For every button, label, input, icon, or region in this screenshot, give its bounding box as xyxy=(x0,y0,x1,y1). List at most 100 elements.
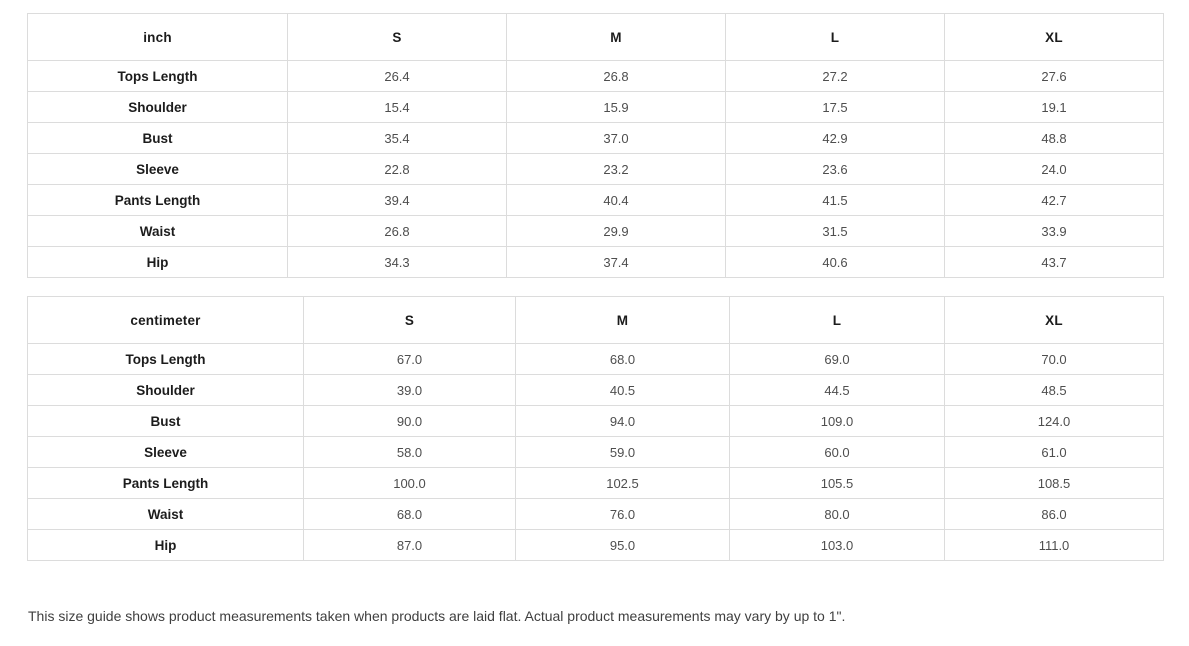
measurement-value-l: 17.5 xyxy=(725,91,945,123)
measurement-value-s: 35.4 xyxy=(287,122,507,154)
measurement-value-l: 60.0 xyxy=(729,436,945,468)
size-header-cell-m: M xyxy=(506,13,726,61)
size-chart-centimeter: centimeter S M L XL Tops Length 67.0 68.… xyxy=(27,296,1164,561)
unit-header-cell: inch xyxy=(27,13,288,61)
measurement-value-l: 27.2 xyxy=(725,60,945,92)
measurement-label: Shoulder xyxy=(27,374,304,406)
unit-header-cell: centimeter xyxy=(27,296,304,344)
measurement-value-xl: 42.7 xyxy=(944,184,1164,216)
measurement-value-l: 44.5 xyxy=(729,374,945,406)
size-guide-footnote: This size guide shows product measuremen… xyxy=(28,608,846,624)
measurement-label: Waist xyxy=(27,498,304,530)
measurement-value-l: 31.5 xyxy=(725,215,945,247)
measurement-label: Hip xyxy=(27,246,288,278)
measurement-value-m: 95.0 xyxy=(515,529,730,561)
size-header-cell-xl: XL xyxy=(944,296,1164,344)
measurement-value-s: 39.0 xyxy=(303,374,516,406)
measurement-value-s: 22.8 xyxy=(287,153,507,185)
measurement-value-s: 87.0 xyxy=(303,529,516,561)
table-row: Tops Length 67.0 68.0 69.0 70.0 xyxy=(27,343,1164,375)
table-row: Hip 34.3 37.4 40.6 43.7 xyxy=(27,246,1164,278)
measurement-label: Pants Length xyxy=(27,467,304,499)
size-chart-inch: inch S M L XL Tops Length 26.4 26.8 27.2… xyxy=(27,13,1164,278)
size-header-cell-xl: XL xyxy=(944,13,1164,61)
measurement-label: Pants Length xyxy=(27,184,288,216)
measurement-value-m: 94.0 xyxy=(515,405,730,437)
measurement-value-l: 109.0 xyxy=(729,405,945,437)
measurement-label: Sleeve xyxy=(27,436,304,468)
measurement-value-xl: 19.1 xyxy=(944,91,1164,123)
table-row: Shoulder 15.4 15.9 17.5 19.1 xyxy=(27,91,1164,123)
measurement-value-s: 15.4 xyxy=(287,91,507,123)
measurement-label: Tops Length xyxy=(27,60,288,92)
measurement-value-l: 105.5 xyxy=(729,467,945,499)
table-row: Waist 68.0 76.0 80.0 86.0 xyxy=(27,498,1164,530)
measurement-value-xl: 86.0 xyxy=(944,498,1164,530)
measurement-value-s: 68.0 xyxy=(303,498,516,530)
measurement-value-m: 15.9 xyxy=(506,91,726,123)
measurement-value-s: 26.8 xyxy=(287,215,507,247)
measurement-value-l: 42.9 xyxy=(725,122,945,154)
size-header-cell-s: S xyxy=(287,13,507,61)
measurement-value-l: 103.0 xyxy=(729,529,945,561)
measurement-value-m: 23.2 xyxy=(506,153,726,185)
measurement-value-m: 37.4 xyxy=(506,246,726,278)
size-header-cell-l: L xyxy=(725,13,945,61)
table-header-row: centimeter S M L XL xyxy=(27,296,1164,344)
measurement-label: Sleeve xyxy=(27,153,288,185)
measurement-value-m: 26.8 xyxy=(506,60,726,92)
measurement-value-xl: 24.0 xyxy=(944,153,1164,185)
measurement-label: Hip xyxy=(27,529,304,561)
measurement-value-m: 59.0 xyxy=(515,436,730,468)
measurement-value-s: 26.4 xyxy=(287,60,507,92)
table-row: Waist 26.8 29.9 31.5 33.9 xyxy=(27,215,1164,247)
measurement-value-m: 102.5 xyxy=(515,467,730,499)
measurement-value-m: 40.4 xyxy=(506,184,726,216)
measurement-value-s: 58.0 xyxy=(303,436,516,468)
measurement-value-s: 39.4 xyxy=(287,184,507,216)
measurement-value-l: 80.0 xyxy=(729,498,945,530)
measurement-value-xl: 108.5 xyxy=(944,467,1164,499)
measurement-value-s: 67.0 xyxy=(303,343,516,375)
size-header-cell-m: M xyxy=(515,296,730,344)
measurement-value-xl: 61.0 xyxy=(944,436,1164,468)
measurement-value-xl: 111.0 xyxy=(944,529,1164,561)
measurement-label: Shoulder xyxy=(27,91,288,123)
measurement-value-m: 76.0 xyxy=(515,498,730,530)
measurement-value-xl: 48.8 xyxy=(944,122,1164,154)
table-row: Sleeve 58.0 59.0 60.0 61.0 xyxy=(27,436,1164,468)
measurement-value-xl: 43.7 xyxy=(944,246,1164,278)
measurement-value-xl: 70.0 xyxy=(944,343,1164,375)
table-header-row: inch S M L XL xyxy=(27,13,1164,61)
table-row: Tops Length 26.4 26.8 27.2 27.6 xyxy=(27,60,1164,92)
measurement-value-l: 23.6 xyxy=(725,153,945,185)
measurement-value-xl: 27.6 xyxy=(944,60,1164,92)
table-row: Pants Length 39.4 40.4 41.5 42.7 xyxy=(27,184,1164,216)
size-header-cell-l: L xyxy=(729,296,945,344)
measurement-value-s: 34.3 xyxy=(287,246,507,278)
measurement-value-m: 40.5 xyxy=(515,374,730,406)
size-header-cell-s: S xyxy=(303,296,516,344)
measurement-value-xl: 124.0 xyxy=(944,405,1164,437)
measurement-label: Tops Length xyxy=(27,343,304,375)
measurement-label: Bust xyxy=(27,405,304,437)
measurement-value-l: 41.5 xyxy=(725,184,945,216)
table-row: Shoulder 39.0 40.5 44.5 48.5 xyxy=(27,374,1164,406)
measurement-label: Bust xyxy=(27,122,288,154)
measurement-label: Waist xyxy=(27,215,288,247)
table-row: Hip 87.0 95.0 103.0 111.0 xyxy=(27,529,1164,561)
table-row: Bust 35.4 37.0 42.9 48.8 xyxy=(27,122,1164,154)
table-row: Sleeve 22.8 23.2 23.6 24.0 xyxy=(27,153,1164,185)
measurement-value-s: 90.0 xyxy=(303,405,516,437)
measurement-value-s: 100.0 xyxy=(303,467,516,499)
measurement-value-xl: 33.9 xyxy=(944,215,1164,247)
table-row: Bust 90.0 94.0 109.0 124.0 xyxy=(27,405,1164,437)
measurement-value-m: 37.0 xyxy=(506,122,726,154)
measurement-value-m: 68.0 xyxy=(515,343,730,375)
table-row: Pants Length 100.0 102.5 105.5 108.5 xyxy=(27,467,1164,499)
measurement-value-xl: 48.5 xyxy=(944,374,1164,406)
measurement-value-m: 29.9 xyxy=(506,215,726,247)
measurement-value-l: 40.6 xyxy=(725,246,945,278)
measurement-value-l: 69.0 xyxy=(729,343,945,375)
